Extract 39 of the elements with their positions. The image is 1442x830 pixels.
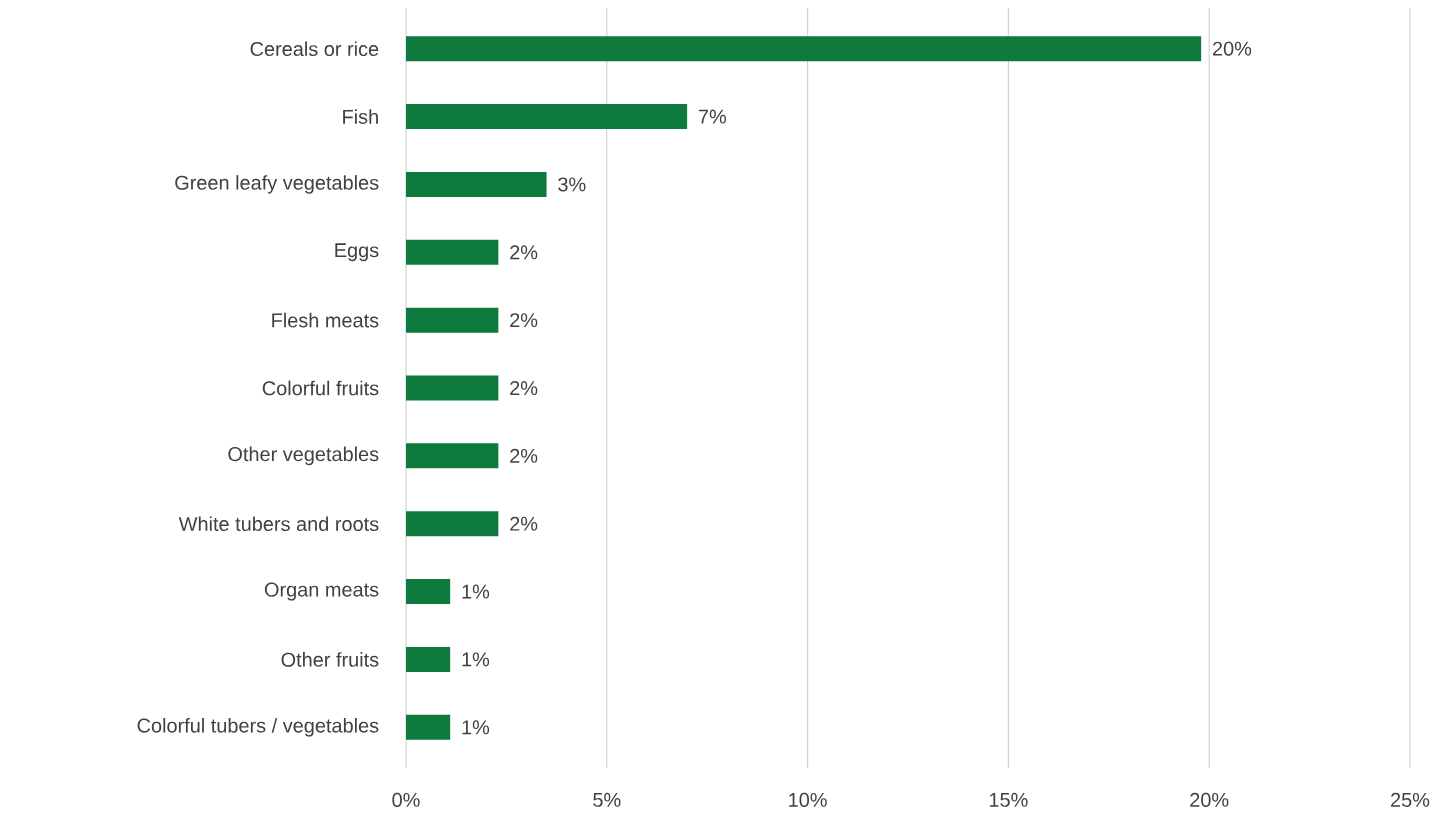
- bar: [406, 646, 451, 672]
- data-label: 2%: [510, 313, 538, 328]
- bar: [406, 511, 499, 537]
- data-label: 1%: [462, 720, 490, 735]
- x-tick-label: 0%: [392, 792, 420, 807]
- bar: [406, 375, 499, 401]
- bar: [406, 714, 451, 740]
- bar: [406, 36, 1202, 62]
- y-tick-label: Colorful fruits: [262, 380, 379, 396]
- data-label: 1%: [462, 584, 490, 599]
- x-tick-label: 10%: [789, 792, 827, 807]
- y-tick-label: Organ meats: [264, 582, 379, 601]
- bar: [406, 443, 499, 469]
- x-tick-label: 5%: [593, 792, 621, 807]
- data-label: 3%: [558, 177, 586, 192]
- bar: [406, 307, 499, 333]
- data-label: 2%: [510, 245, 538, 260]
- bar: [406, 579, 451, 605]
- bar: [406, 104, 688, 130]
- y-tick-label: Green leafy vegetables: [175, 175, 379, 194]
- x-tick-label: 15%: [989, 792, 1028, 807]
- data-label: 20%: [1212, 41, 1252, 56]
- data-label: 2%: [510, 448, 538, 463]
- x-tick-label: 20%: [1190, 792, 1229, 807]
- bar: [406, 239, 499, 265]
- y-tick-label: Other vegetables: [228, 446, 379, 466]
- data-label: 2%: [510, 516, 538, 531]
- y-tick-label: White tubers and roots: [178, 516, 379, 532]
- y-tick-label: Other fruits: [281, 652, 379, 667]
- y-tick-label: Colorful tubers / vegetables: [137, 718, 379, 737]
- y-tick-label: Flesh meats: [272, 312, 379, 328]
- data-label: 2%: [510, 381, 538, 396]
- data-label: 7%: [698, 109, 727, 124]
- data-label: 1%: [462, 652, 490, 667]
- y-tick-label: Cereals or rice: [250, 41, 379, 57]
- x-tick-label: 25%: [1391, 792, 1430, 807]
- y-tick-label: Fish: [343, 109, 378, 124]
- y-tick-label: Eggs: [335, 243, 379, 262]
- bar: [406, 171, 547, 197]
